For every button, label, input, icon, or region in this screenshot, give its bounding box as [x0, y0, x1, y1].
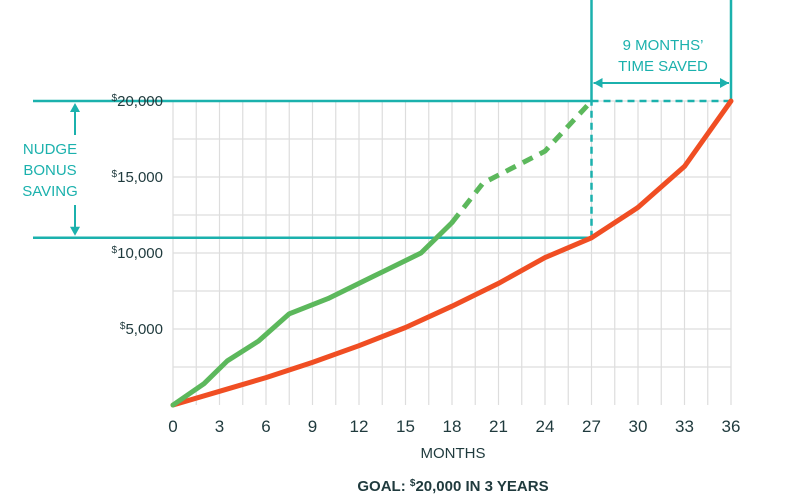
x-tick-label: 30: [629, 417, 648, 436]
grid: [172, 100, 732, 405]
nudge-label-line2: BONUS: [23, 162, 76, 179]
x-tick-label: 24: [536, 417, 555, 436]
time-saved-arrowhead-right: [720, 78, 729, 88]
x-tick-label: 6: [261, 417, 270, 436]
nudge-bonus-annotation: NUDGE BONUS SAVING: [22, 141, 78, 200]
nudge-arrowhead-up: [70, 103, 80, 112]
series-line-2: [450, 99, 594, 225]
nudge-arrowhead-down: [70, 226, 80, 236]
goal-prefix: GOAL:: [357, 478, 410, 495]
y-tick-currency: $: [112, 169, 118, 180]
series-line-0: [170, 98, 734, 408]
x-tick-labels: 0 3 6 9 12 15 18 21 24 27 30 33 36: [168, 417, 740, 436]
y-tick-value: 15,000: [117, 169, 163, 186]
x-tick-label: 21: [489, 417, 508, 436]
y-tick-value: 20,000: [117, 93, 163, 110]
series-line-1: [170, 220, 455, 408]
time-saved-line2: TIME SAVED: [618, 58, 708, 75]
y-tick-currency: $: [112, 93, 118, 104]
y-tick-value: 10,000: [117, 245, 163, 262]
y-tick-label: $5,000: [120, 321, 163, 338]
x-tick-label: 33: [675, 417, 694, 436]
y-tick-label: $15,000: [112, 169, 163, 186]
x-tick-label: 0: [168, 417, 177, 436]
x-tick-label: 18: [443, 417, 462, 436]
x-axis-label: MONTHS: [421, 445, 486, 462]
y-tick-label: $10,000: [112, 245, 163, 262]
x-tick-label: 3: [215, 417, 224, 436]
goal-caption: GOAL: $20,000 IN 3 YEARS: [357, 478, 548, 495]
reference-lines: [33, 0, 733, 240]
series-lines: [170, 98, 734, 408]
nudge-label-line1: NUDGE: [23, 141, 77, 158]
time-saved-line1: 9 MONTHS’: [623, 37, 704, 54]
time-saved-arrowhead-left: [593, 78, 603, 88]
x-tick-label: 15: [396, 417, 415, 436]
y-tick-label: $20,000: [112, 93, 163, 110]
y-tick-currency: $: [120, 321, 126, 332]
y-tick-currency: $: [112, 245, 118, 256]
goal-currency-symbol: $: [410, 478, 416, 489]
x-tick-label: 27: [582, 417, 601, 436]
y-tick-labels: $5,000$10,000$15,000$20,000: [112, 93, 163, 338]
goal-amount: 20,000 IN 3 YEARS: [415, 478, 548, 495]
time-saved-annotation: 9 MONTHS’ TIME SAVED: [618, 37, 708, 75]
x-tick-label: 36: [722, 417, 741, 436]
x-tick-label: 12: [350, 417, 369, 436]
x-tick-label: 9: [308, 417, 317, 436]
nudge-label-line3: SAVING: [22, 183, 78, 200]
y-tick-value: 5,000: [125, 321, 163, 338]
